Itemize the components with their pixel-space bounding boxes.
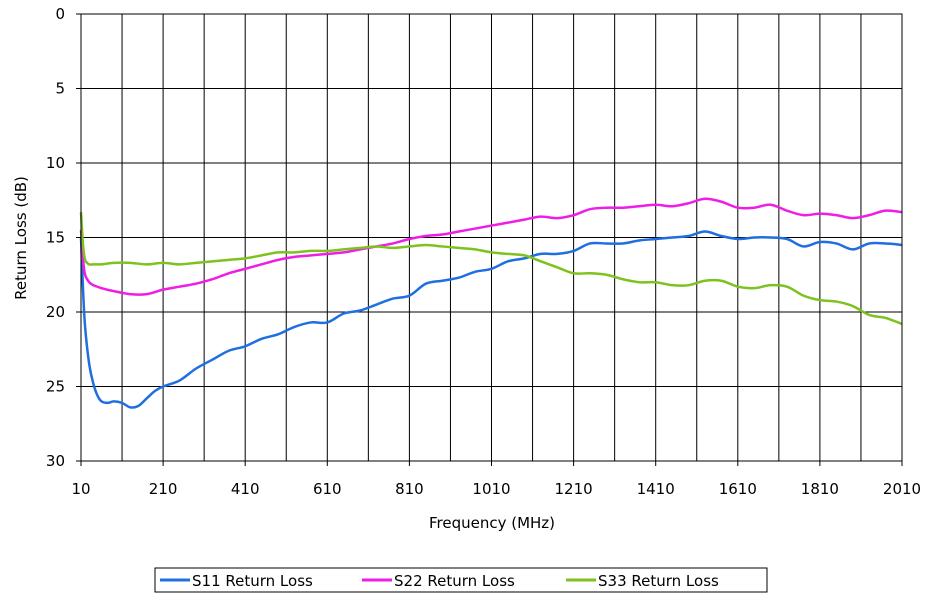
y-axis-ticks: 0 5 10 15 20 25 30 <box>46 5 81 470</box>
x-tick-label: 410 <box>231 480 260 498</box>
x-tick-label: 1610 <box>719 480 757 498</box>
x-tick-label: 1210 <box>555 480 593 498</box>
legend-label-s33: S33 Return Loss <box>598 572 719 590</box>
series-lines <box>79 197 903 409</box>
y-tick-label: 30 <box>46 452 65 470</box>
x-tick-label: 1410 <box>637 480 675 498</box>
legend: S11 Return Loss S22 Return Loss S33 Retu… <box>154 567 768 593</box>
series-line-s22 <box>79 197 903 296</box>
series-line-s33 <box>79 212 903 326</box>
x-tick-label: 1810 <box>801 480 839 498</box>
legend-item-s11: S11 Return Loss <box>160 572 313 590</box>
legend-item-s33: S33 Return Loss <box>566 572 719 590</box>
legend-box <box>154 567 768 593</box>
legend-label-s22: S22 Return Loss <box>394 572 515 590</box>
y-tick-label: 5 <box>55 80 65 98</box>
x-tick-label: 610 <box>313 480 342 498</box>
y-tick-label: 10 <box>46 154 65 172</box>
y-axis-title: Return Loss (dB) <box>12 176 30 300</box>
x-tick-label: 1010 <box>472 480 510 498</box>
y-tick-label: 15 <box>46 229 65 247</box>
series-line-s11 <box>79 230 903 409</box>
y-tick-label: 0 <box>55 5 65 23</box>
legend-item-s22: S22 Return Loss <box>362 572 515 590</box>
x-tick-label: 10 <box>71 480 90 498</box>
legend-label-s11: S11 Return Loss <box>192 572 313 590</box>
x-tick-label: 810 <box>395 480 424 498</box>
x-axis-title: Frequency (MHz) <box>429 514 555 532</box>
x-tick-label: 2010 <box>883 480 921 498</box>
x-tick-label: 210 <box>149 480 178 498</box>
y-tick-label: 20 <box>46 303 65 321</box>
y-tick-label: 25 <box>46 378 65 396</box>
x-axis-ticks: 10 210 410 610 810 1010 1210 1410 1610 1810 2010 <box>71 461 921 498</box>
